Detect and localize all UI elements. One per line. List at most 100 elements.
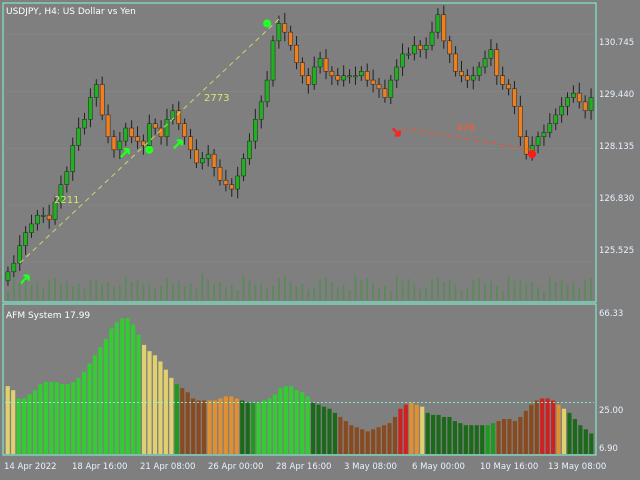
bull-candle[interactable] [400,53,405,68]
bear-candle[interactable] [453,53,458,72]
bull-candle[interactable] [476,66,482,76]
bear-candle[interactable] [223,180,229,185]
bear-candle[interactable] [99,84,105,116]
bull-candle[interactable] [235,175,240,190]
bull-candle[interactable] [541,132,547,137]
afm-histogram-bar[interactable] [556,404,561,454]
afm-histogram-bar[interactable] [234,398,239,454]
bull-candle[interactable] [123,127,129,142]
afm-histogram-bar[interactable] [496,421,501,454]
afm-histogram-bar[interactable] [16,398,21,454]
afm-histogram-bar[interactable] [76,377,81,454]
afm-histogram-bar[interactable] [545,398,550,454]
bear-candle[interactable] [46,214,52,220]
afm-histogram-bar[interactable] [501,419,507,454]
bear-candle[interactable] [323,58,329,72]
bear-candle[interactable] [135,136,140,142]
bear-candle[interactable] [459,71,464,76]
afm-histogram-bar[interactable] [114,322,119,454]
afm-histogram-bar[interactable] [338,416,343,454]
afm-histogram-bar[interactable] [578,425,583,454]
afm-histogram-bar[interactable] [218,398,223,454]
afm-histogram-bar[interactable] [327,408,332,454]
afm-histogram-bar[interactable] [523,410,528,454]
bull-candle[interactable] [553,114,559,124]
bull-candle[interactable] [317,58,323,68]
afm-histogram-bar[interactable] [507,419,512,454]
afm-histogram-bar[interactable] [32,390,38,454]
bear-candle[interactable] [329,71,335,76]
bull-candle[interactable] [435,14,441,33]
afm-histogram-bar[interactable] [409,402,414,454]
bear-candle[interactable] [194,149,199,164]
afm-histogram-bar[interactable] [11,390,16,454]
afm-histogram-bar[interactable] [294,390,299,454]
bull-candle[interactable] [406,53,411,56]
afm-histogram-bar[interactable] [158,361,163,454]
afm-histogram-bar[interactable] [529,404,534,454]
bear-candle[interactable] [217,167,223,181]
afm-histogram-bar[interactable] [518,416,523,454]
afm-histogram-bar[interactable] [474,425,479,454]
bear-candle[interactable] [465,75,470,81]
afm-histogram-bar[interactable] [27,394,32,454]
afm-histogram-bar[interactable] [463,425,468,454]
afm-histogram-bar[interactable] [425,412,430,454]
bear-candle[interactable] [129,127,134,137]
afm-histogram-bar[interactable] [251,402,256,454]
afm-histogram-bar[interactable] [551,400,556,454]
bull-candle[interactable] [535,136,541,146]
bull-candle[interactable] [164,119,170,137]
bull-candle[interactable] [88,97,93,120]
afm-histogram-bar[interactable] [376,427,381,454]
bear-candle[interactable] [282,23,288,33]
afm-histogram-bar[interactable] [452,421,458,454]
afm-histogram-bar[interactable] [43,382,48,454]
bull-candle[interactable] [200,158,205,164]
afm-histogram-bar[interactable] [447,416,452,454]
afm-histogram-bar[interactable] [458,423,463,454]
afm-histogram-bar[interactable] [305,396,310,454]
bull-candle[interactable] [423,44,429,50]
bear-candle[interactable] [288,31,293,46]
bear-candle[interactable] [300,62,305,76]
afm-histogram-bar[interactable] [403,404,408,454]
afm-histogram-bar[interactable] [583,429,588,454]
afm-histogram-bar[interactable] [441,416,447,454]
bear-candle[interactable] [370,79,376,85]
afm-histogram-bar[interactable] [354,427,359,454]
afm-histogram-bar[interactable] [349,425,354,454]
bull-candle[interactable] [11,262,17,273]
afm-histogram-bar[interactable] [387,423,392,454]
bull-candle[interactable] [394,66,399,81]
afm-histogram-bar[interactable] [491,423,496,454]
afm-histogram-bar[interactable] [207,400,212,454]
bull-candle[interactable] [547,123,553,133]
afm-histogram-bar[interactable] [480,425,485,454]
bear-candle[interactable] [441,14,447,42]
afm-histogram-bar[interactable] [485,425,490,454]
bear-candle[interactable] [335,75,341,81]
afm-histogram-bar[interactable] [163,369,168,454]
afm-histogram-bar[interactable] [191,398,196,454]
bull-candle[interactable] [253,119,258,142]
bull-candle[interactable] [353,75,358,78]
bull-candle[interactable] [258,101,264,120]
afm-histogram-bar[interactable] [321,406,327,454]
afm-histogram-bar[interactable] [311,402,316,454]
bear-candle[interactable] [294,44,299,63]
afm-histogram-bar[interactable] [469,425,474,454]
bull-candle[interactable] [341,75,346,81]
afm-histogram-bar[interactable] [392,416,398,454]
afm-histogram-bar[interactable] [125,318,130,454]
bear-candle[interactable] [417,44,423,50]
bull-candle[interactable] [470,75,476,81]
bull-candle[interactable] [311,66,317,85]
bull-candle[interactable] [571,92,576,98]
bear-candle[interactable] [576,92,582,103]
afm-histogram-bar[interactable] [561,408,567,454]
afm-histogram-bar[interactable] [65,384,70,454]
afm-histogram-bar[interactable] [567,412,572,454]
bull-candle[interactable] [588,97,594,111]
afm-histogram-bar[interactable] [540,398,545,454]
